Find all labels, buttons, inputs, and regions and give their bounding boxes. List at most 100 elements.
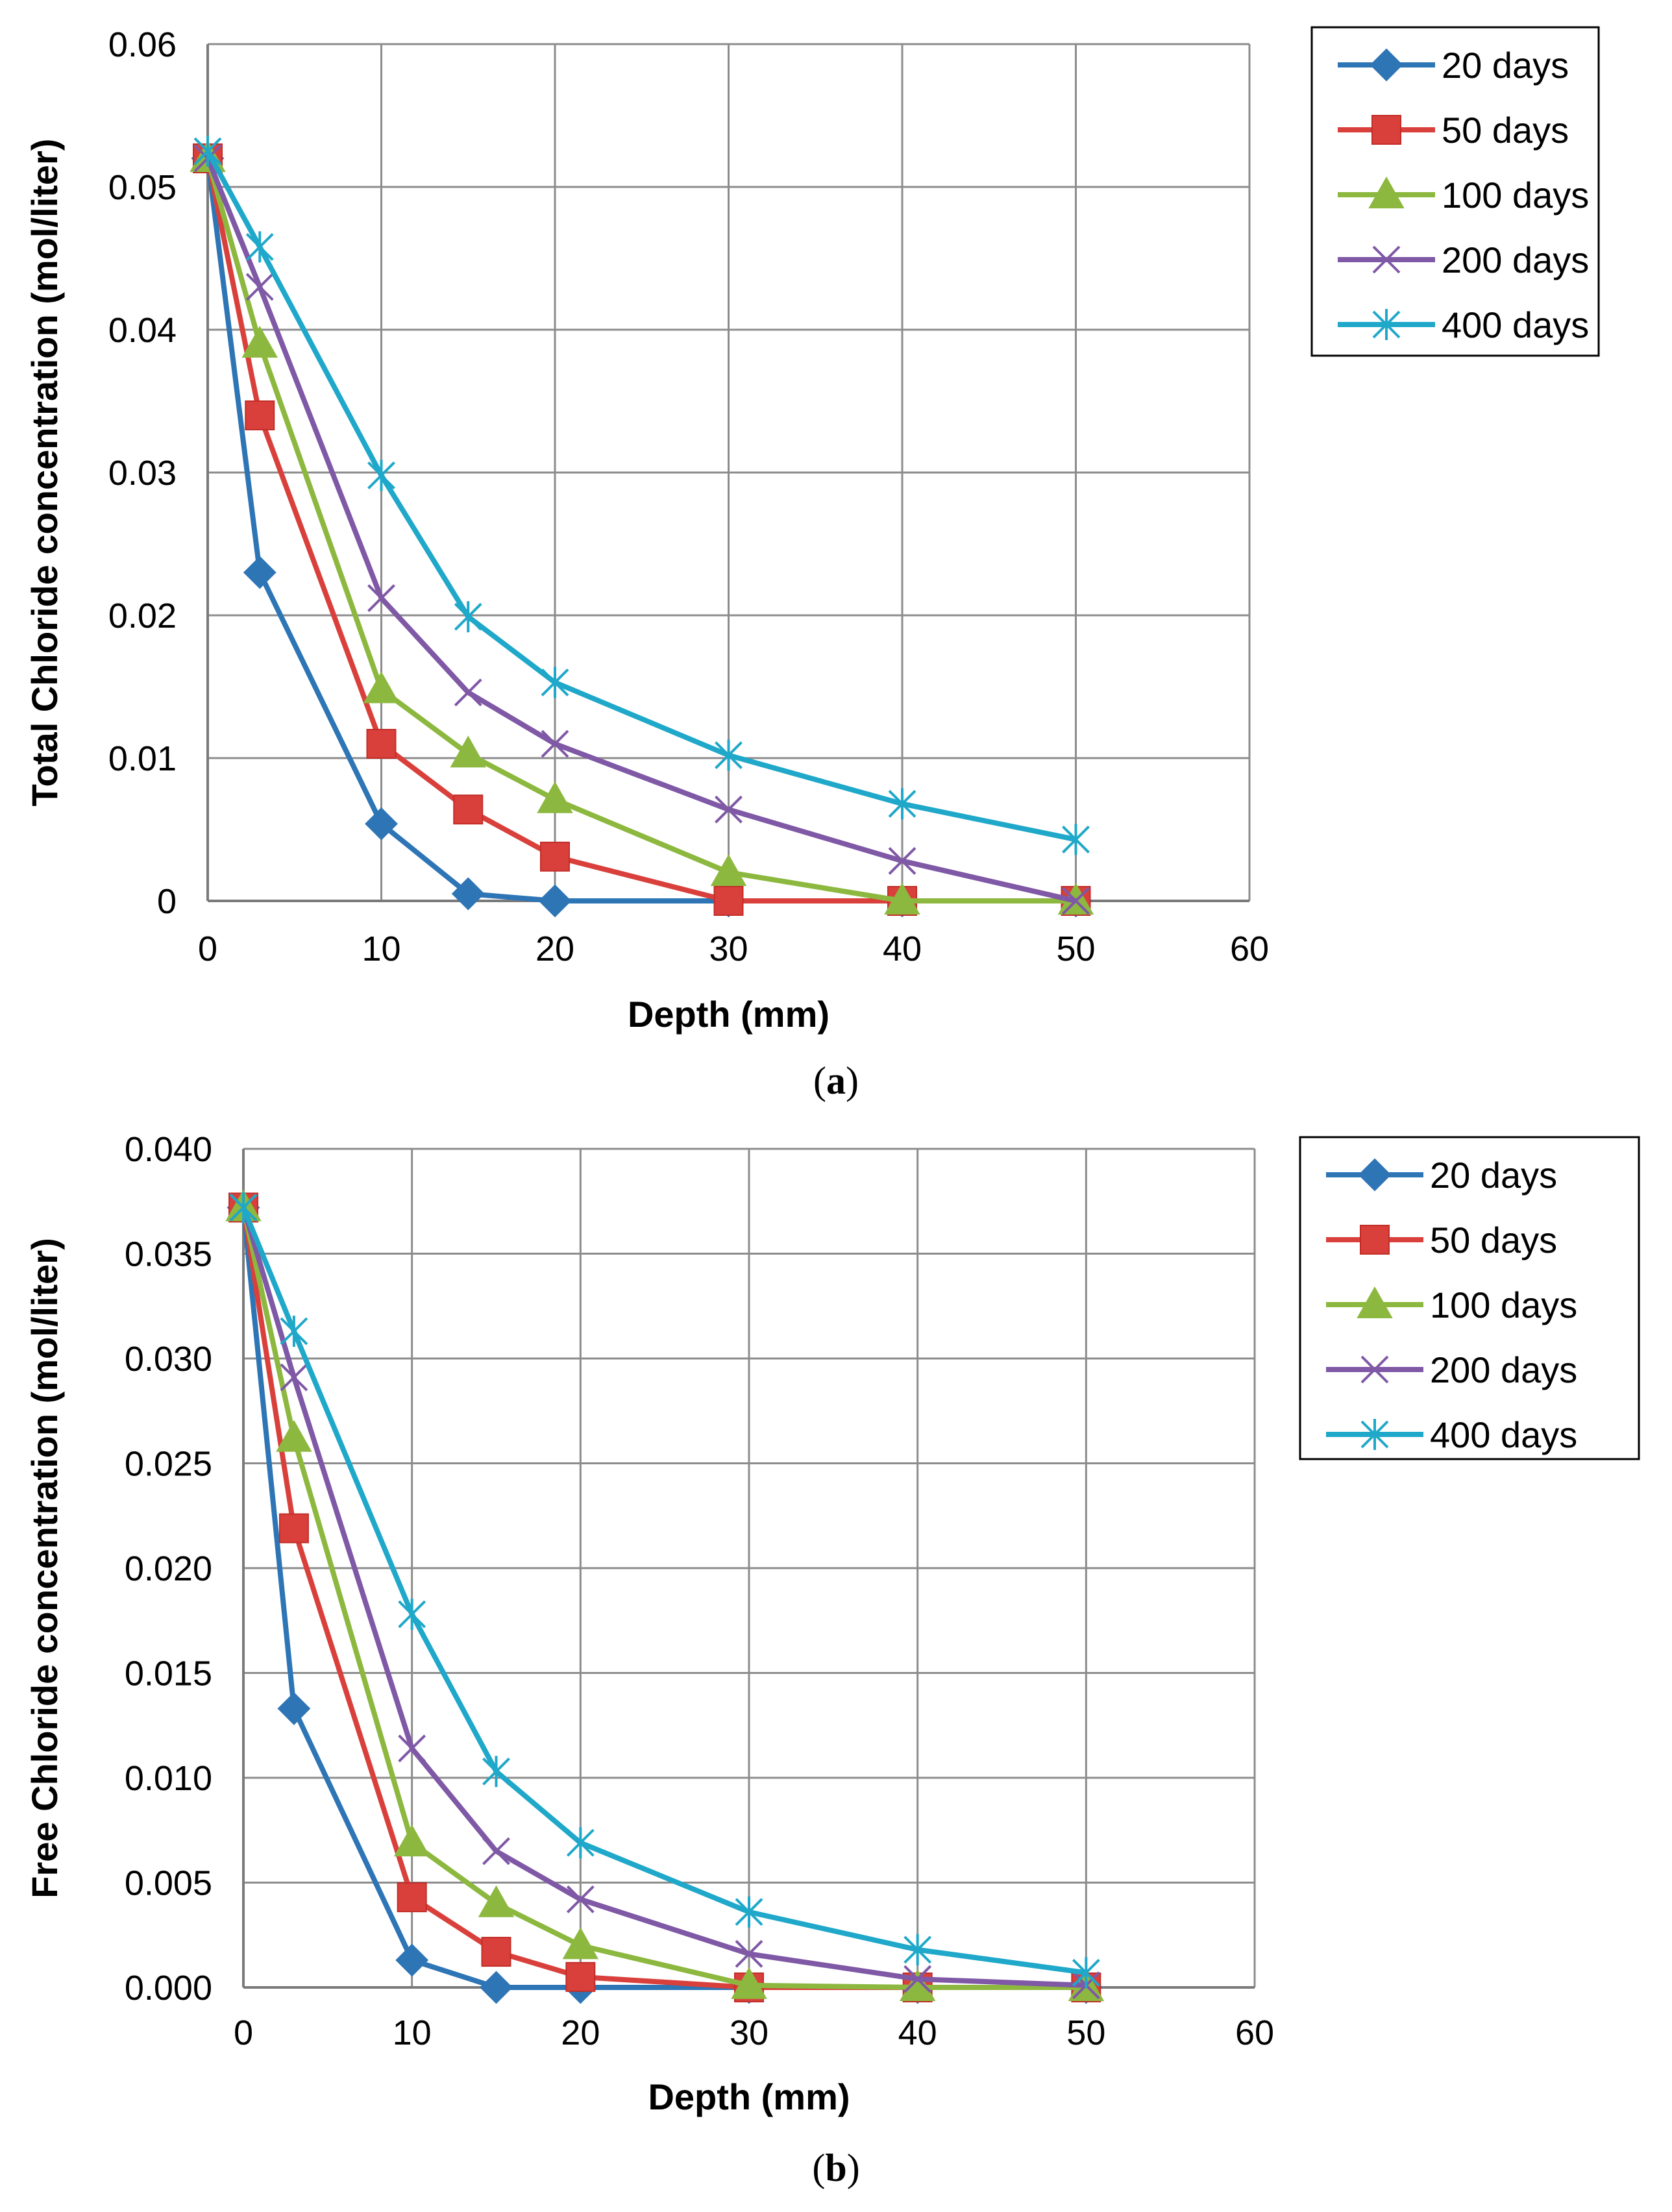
legend: 20 days 50 days 100 days 200 days 400 days — [1310, 26, 1600, 357]
data-point — [367, 584, 395, 613]
legend-item: 100 days — [1338, 175, 1589, 215]
legend-marker — [1368, 176, 1405, 208]
figure-caption: (b) — [812, 2146, 859, 2189]
series-200-days — [229, 1194, 1100, 2000]
x-tick-label: 10 — [393, 2013, 432, 2052]
data-point — [899, 1969, 936, 2001]
legend-marker — [1372, 245, 1401, 274]
data-point — [398, 1734, 426, 1763]
data-point — [904, 1934, 932, 1965]
series-line — [241, 1207, 1087, 1988]
legend-box — [1310, 26, 1600, 357]
caption-letter: b — [825, 2146, 846, 2189]
x-tick-label: 60 — [1230, 929, 1269, 968]
data-point — [478, 1885, 515, 1917]
x-tick-label: 50 — [1056, 929, 1095, 968]
legend-item: 20 days — [1326, 1155, 1557, 1196]
data-point — [277, 1691, 311, 1725]
data-point — [243, 556, 277, 589]
legend-item: 400 days — [1326, 1414, 1577, 1455]
legend-marker — [1360, 1355, 1389, 1384]
legend-label: 100 days — [1430, 1284, 1577, 1325]
legend-label: 50 days — [1442, 110, 1569, 151]
y-tick-label: 0.000 — [125, 1969, 212, 2008]
y-tick-label: 0.03 — [108, 454, 177, 493]
data-point — [367, 460, 395, 491]
data-point — [454, 678, 482, 707]
y-tick-label: 0.020 — [125, 1549, 212, 1588]
legend-marker — [1372, 309, 1401, 340]
legend-item: 50 days — [1338, 110, 1569, 151]
x-tick-label: 0 — [198, 929, 217, 968]
y-tick-label: 0.05 — [108, 168, 177, 207]
caption-paren-open: ( — [813, 1059, 826, 1102]
figure-caption: (a) — [813, 1059, 859, 1102]
data-point — [363, 671, 400, 704]
caption-paren-close: ) — [847, 2146, 860, 2189]
data-point — [454, 601, 482, 633]
data-point — [713, 886, 744, 916]
data-point — [482, 1756, 510, 1788]
data-point — [888, 846, 916, 875]
legend-label: 200 days — [1442, 240, 1589, 280]
series-400-days — [229, 1192, 1100, 1989]
legend-label: 20 days — [1430, 1155, 1557, 1196]
data-point — [366, 729, 397, 759]
x-tick-label: 10 — [362, 929, 400, 968]
data-point — [482, 1837, 510, 1865]
y-tick-label: 0.040 — [125, 1130, 212, 1169]
x-tick-label: 20 — [561, 2013, 600, 2052]
x-tick-label: 20 — [535, 929, 574, 968]
y-tick-label: 0.02 — [108, 596, 177, 635]
series-line — [205, 157, 1076, 903]
series-line — [205, 157, 1077, 903]
data-point — [397, 1882, 427, 1913]
series-100-days — [225, 1189, 1105, 2001]
series-400-days — [193, 136, 1090, 855]
data-point — [566, 1827, 595, 1859]
legend-marker — [1358, 1158, 1392, 1192]
legend-item: 50 days — [1326, 1220, 1557, 1260]
series-line — [205, 158, 1076, 903]
legend-label: 400 days — [1442, 304, 1589, 345]
legend-marker — [1371, 115, 1401, 145]
data-point — [888, 788, 916, 820]
y-tick-label: 0.035 — [125, 1235, 212, 1274]
legend-item: 200 days — [1326, 1349, 1577, 1390]
legend-item: 100 days — [1326, 1284, 1577, 1325]
x-tick-label: 50 — [1066, 2013, 1105, 2052]
y-tick-label: 0.04 — [108, 311, 177, 350]
data-point — [1062, 887, 1090, 915]
data-point — [541, 730, 569, 758]
data-point — [245, 273, 274, 301]
data-point — [398, 1599, 426, 1630]
x-tick-label: 40 — [883, 929, 922, 968]
legend-marker — [1360, 1225, 1390, 1255]
data-point — [395, 1943, 429, 1977]
data-point — [884, 882, 920, 915]
data-point — [731, 1967, 767, 1999]
data-point — [904, 1965, 932, 1993]
caption-letter: a — [826, 1059, 846, 1102]
legend-label: 50 days — [1430, 1220, 1557, 1260]
data-point — [735, 1939, 763, 1968]
data-point — [193, 136, 222, 167]
legend-item: 200 days — [1338, 240, 1589, 280]
data-point — [562, 1927, 599, 1960]
legend: 20 days 50 days 100 days 200 days 400 days — [1299, 1136, 1640, 1460]
data-point — [540, 841, 570, 872]
data-point — [280, 1316, 308, 1347]
data-point — [278, 1513, 309, 1543]
data-point — [453, 794, 484, 825]
data-point — [365, 807, 398, 841]
legend-box — [1299, 1136, 1640, 1460]
x-tick-label: 0 — [234, 2013, 253, 2052]
legend-item: 400 days — [1338, 304, 1589, 345]
y-axis-title: Free Chloride concentration (mol/liter) — [24, 1238, 65, 1898]
data-point — [715, 795, 743, 824]
chart-panel-b: 0 10 20 30 40 50 60 0.000 0.005 0.010 0.015 0.020 0.… — [24, 1130, 1640, 2189]
legend-label: 100 days — [1442, 175, 1589, 215]
x-axis-title: Depth (mm) — [628, 994, 830, 1035]
legend-label: 20 days — [1442, 45, 1569, 86]
